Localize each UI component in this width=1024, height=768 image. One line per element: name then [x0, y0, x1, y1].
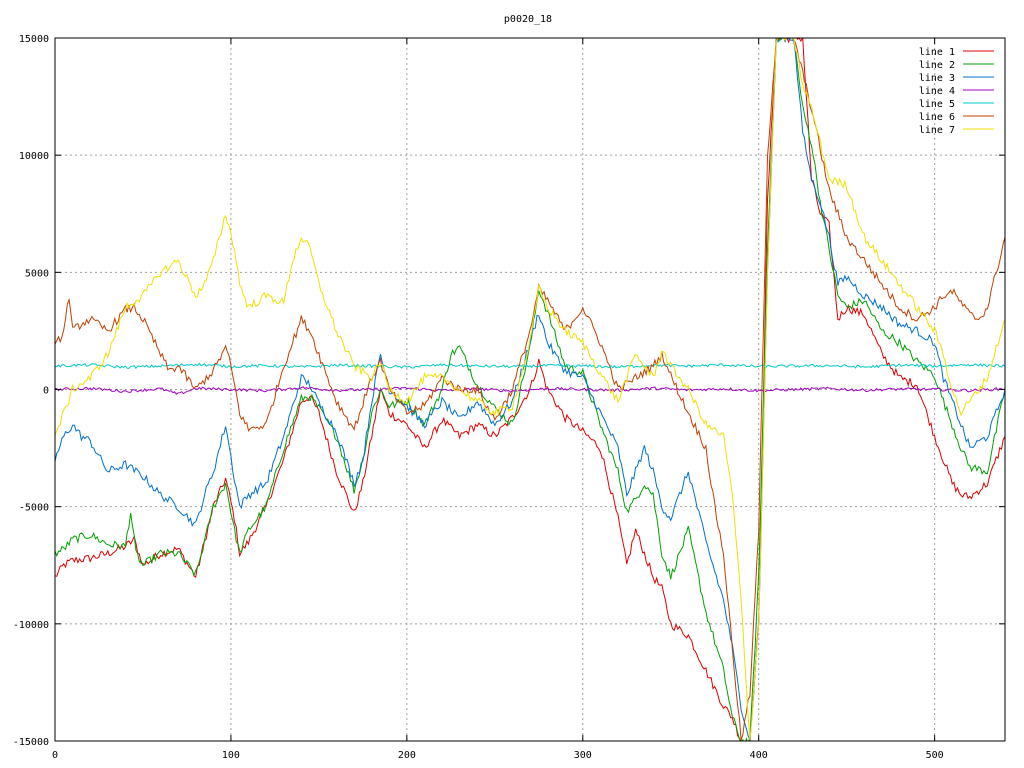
- y-tick-label: 10000: [19, 151, 49, 162]
- series-line-7: [55, 38, 1005, 740]
- x-tick-label: 400: [750, 750, 768, 761]
- series-lines: [55, 38, 1005, 741]
- legend-label: line 3: [919, 73, 955, 84]
- series-line-6: [55, 38, 1005, 741]
- y-tick-label: 5000: [25, 268, 49, 279]
- x-tick-label: 300: [574, 750, 592, 761]
- series-line-5: [55, 362, 1005, 370]
- legend-label: line 4: [919, 86, 955, 97]
- y-tick-label: -15000: [13, 737, 49, 748]
- y-tick-label: -5000: [19, 503, 49, 514]
- y-tick-label: 15000: [19, 34, 49, 45]
- y-tick-label: -10000: [13, 620, 49, 631]
- series-line-4: [55, 386, 1005, 395]
- legend-label: line 1: [919, 47, 955, 58]
- chart-title: p0020_18: [504, 14, 552, 25]
- legend-label: line 5: [919, 99, 955, 110]
- x-tick-label: 0: [52, 750, 58, 761]
- axis-ticks: -15000 -10000 -5000 0 5000 10000 15000 0 100 200 3…: [13, 34, 1005, 761]
- legend-label: line 7: [919, 125, 955, 136]
- x-tick-label: 500: [926, 750, 944, 761]
- y-tick-label: 0: [43, 386, 49, 397]
- legend-label: line 6: [919, 112, 955, 123]
- x-tick-label: 100: [222, 750, 240, 761]
- series-line-3: [55, 38, 1005, 741]
- x-tick-label: 200: [398, 750, 416, 761]
- legend-label: line 2: [919, 60, 955, 71]
- legend: line 1 line 2 line 3 line 4 line 5 line 6 line…: [919, 47, 994, 136]
